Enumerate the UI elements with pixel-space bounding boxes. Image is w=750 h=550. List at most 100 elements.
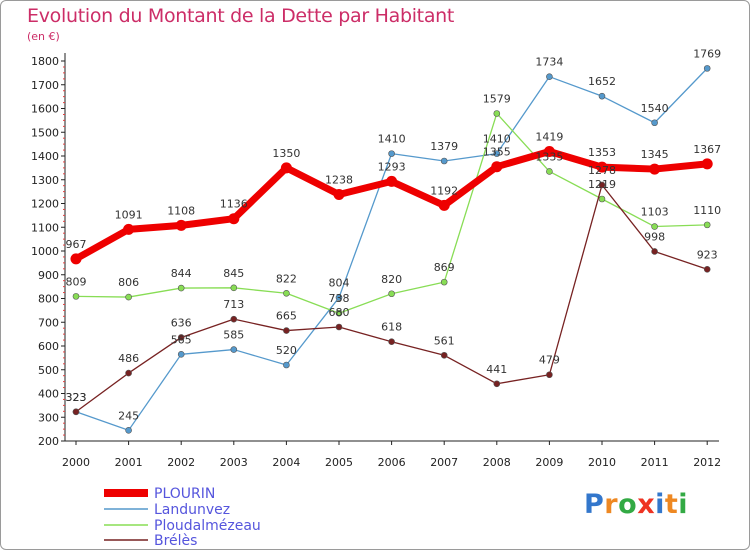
- data-point: [440, 278, 448, 286]
- y-tick-label: 500: [38, 364, 59, 377]
- data-point: [493, 110, 501, 117]
- y-tick-label: 1000: [31, 245, 59, 258]
- data-label: 1238: [325, 173, 353, 186]
- data-label: 585: [223, 329, 244, 342]
- data-label: 820: [381, 273, 402, 286]
- data-label: 565: [171, 333, 192, 346]
- data-point: [649, 163, 661, 175]
- data-label: 845: [223, 267, 244, 280]
- data-label: 1410: [483, 133, 511, 146]
- data-point: [543, 145, 555, 157]
- data-label: 1335: [535, 150, 563, 163]
- y-tick-label: 1100: [31, 221, 59, 234]
- logo-letter: i: [655, 489, 665, 520]
- data-point: [493, 380, 501, 388]
- y-tick-label: 1400: [31, 150, 59, 163]
- x-tick-label: 2010: [588, 456, 616, 469]
- data-label: 1293: [378, 160, 406, 173]
- data-point: [70, 253, 82, 265]
- data-point: [651, 248, 658, 255]
- data-point: [388, 150, 395, 157]
- y-tick-label: 200: [38, 435, 59, 448]
- y-tick-label: 1200: [31, 198, 59, 211]
- data-label: 923: [697, 248, 718, 261]
- data-label: 713: [223, 298, 244, 311]
- x-tick-label: 2004: [272, 456, 300, 469]
- data-label: 1419: [535, 130, 563, 143]
- data-label: 869: [434, 261, 455, 274]
- data-label: 245: [118, 409, 139, 422]
- data-point: [125, 369, 132, 377]
- x-tick-label: 2006: [378, 456, 406, 469]
- data-point: [388, 338, 395, 346]
- legend-label: Brélès: [154, 533, 197, 549]
- data-point: [125, 427, 132, 434]
- data-point: [228, 213, 240, 225]
- data-point: [440, 157, 448, 165]
- data-label: 1136: [220, 198, 248, 211]
- data-point: [280, 162, 292, 174]
- data-point: [651, 223, 658, 230]
- data-point: [701, 158, 713, 170]
- logo-letter: i: [678, 489, 689, 520]
- y-tick-label: 1800: [31, 55, 59, 68]
- data-point: [72, 293, 80, 300]
- data-point: [177, 351, 185, 358]
- x-tick-label: 2012: [693, 456, 721, 469]
- data-label: 665: [276, 310, 297, 323]
- x-tick-label: 2001: [115, 456, 143, 469]
- data-label: 680: [329, 306, 350, 319]
- data-point: [230, 284, 238, 292]
- logo-letter: o: [618, 489, 638, 520]
- data-point: [230, 315, 238, 323]
- data-label: 738: [329, 292, 350, 305]
- y-tick-label: 600: [38, 340, 59, 353]
- data-point: [598, 181, 606, 189]
- data-point: [335, 294, 343, 301]
- x-tick-label: 2008: [483, 456, 511, 469]
- data-label: 1367: [693, 143, 721, 156]
- data-point: [125, 293, 132, 301]
- x-tick-label: 2003: [220, 456, 248, 469]
- data-label: 1091: [115, 208, 143, 221]
- chart-title: Evolution du Montant de la Dette par Hab…: [27, 5, 455, 27]
- data-label: 1278: [588, 164, 616, 177]
- data-label: 1355: [483, 146, 511, 159]
- data-point: [703, 221, 711, 229]
- y-tick-label: 700: [38, 316, 59, 329]
- x-tick-label: 2009: [535, 456, 563, 469]
- data-label: 1192: [430, 184, 458, 197]
- data-label: 1353: [588, 146, 616, 159]
- data-point: [651, 119, 658, 127]
- data-point: [440, 351, 448, 359]
- data-point: [546, 371, 553, 379]
- data-point: [386, 175, 398, 187]
- data-label: 323: [66, 391, 87, 404]
- unit-label: (en €): [27, 30, 60, 43]
- data-point: [598, 92, 606, 100]
- data-point: [283, 361, 290, 369]
- logo-letter: x: [637, 489, 656, 520]
- data-label: 1345: [641, 148, 669, 161]
- data-label: 561: [434, 334, 455, 347]
- x-tick-label: 2005: [325, 456, 353, 469]
- series-line-landunvez: [75, 67, 708, 431]
- y-tick-label: 400: [38, 388, 59, 401]
- data-point: [388, 290, 395, 298]
- y-tick-label: 900: [38, 269, 59, 282]
- logo-letter: P: [584, 489, 605, 520]
- data-label: 806: [118, 276, 139, 289]
- data-point: [703, 65, 711, 72]
- data-point: [546, 168, 553, 175]
- data-label: 618: [381, 321, 402, 334]
- data-point: [438, 199, 450, 211]
- data-label: 323: [66, 391, 87, 404]
- data-point: [283, 289, 290, 297]
- data-label: 1350: [272, 147, 300, 160]
- data-label: 1103: [641, 206, 669, 219]
- y-tick-label: 1700: [31, 79, 59, 92]
- data-label: 822: [276, 272, 297, 285]
